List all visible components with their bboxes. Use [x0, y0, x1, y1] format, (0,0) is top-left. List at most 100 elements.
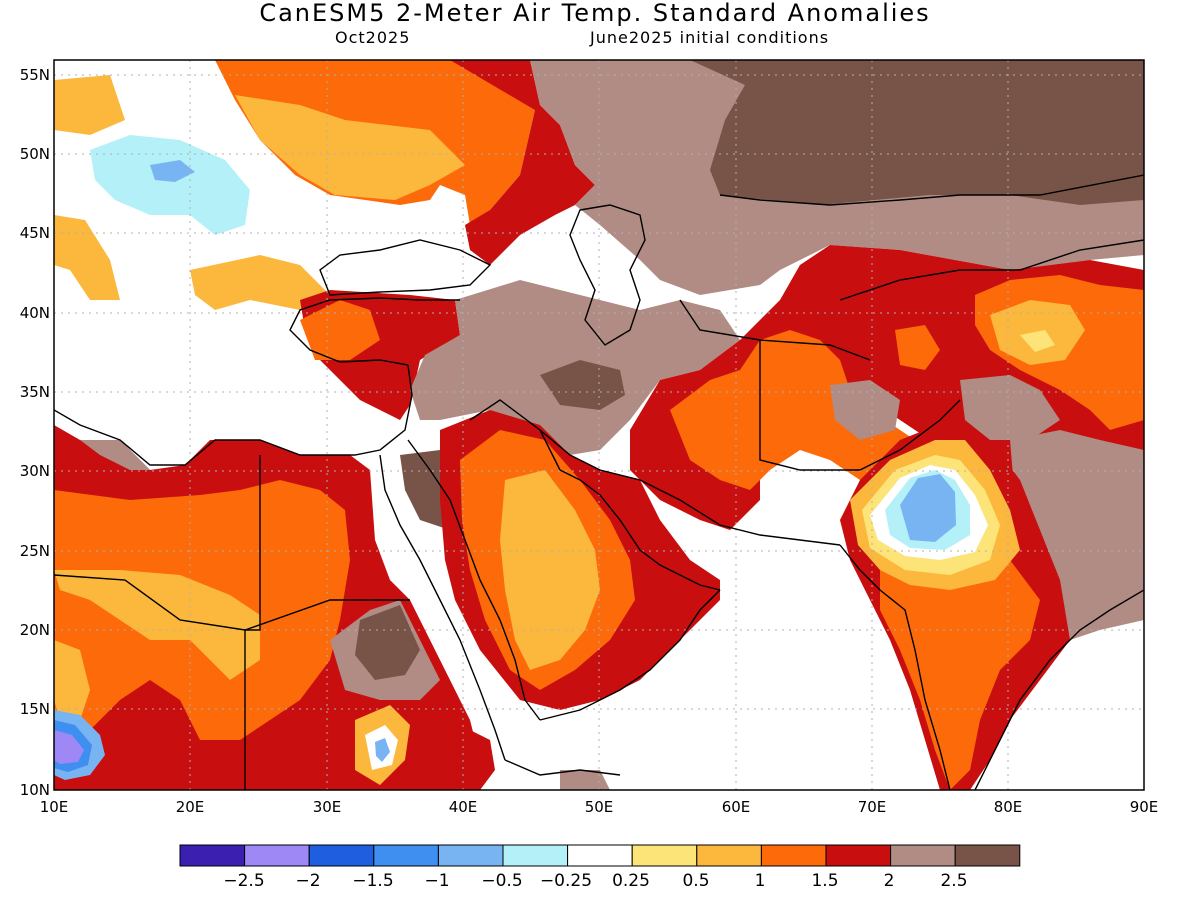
coastline-caspian: [569, 204, 646, 346]
lat-label: 40N: [20, 304, 50, 322]
lon-label: 70E: [858, 798, 887, 816]
colorbar-swatch: [954, 844, 1021, 867]
lat-label: 10N: [20, 781, 50, 799]
map-frame: [53, 59, 1145, 791]
anomaly-fields: [54, 60, 1144, 790]
coastlines: [54, 174, 1144, 790]
colorbar-label: −1: [424, 871, 449, 891]
colorbar-label: −1.5: [352, 871, 393, 891]
lon-label: 60E: [722, 798, 751, 816]
anomaly-region-himalaya-brown: [960, 375, 1060, 440]
lon-label: 30E: [313, 798, 342, 816]
anomaly-region-sahel-violet: [54, 730, 84, 764]
lat-labels: 55N 50N 45N 40N 35N 30N 25N 20N 15N 10N: [20, 66, 50, 799]
border-india-pakistan: [859, 399, 961, 471]
initial-conditions: June2025 initial conditions: [590, 28, 830, 47]
anomaly-region-turkey-orange: [300, 300, 380, 360]
coastline-india-west: [839, 544, 951, 790]
lat-label: 55N: [20, 66, 50, 84]
colorbar-label: 1: [755, 871, 766, 891]
colorbar-swatch: [890, 844, 956, 867]
border-iran-iraq: [469, 399, 561, 471]
border-kazakhstan: [719, 174, 1144, 206]
coastline-horn: [504, 759, 621, 776]
anomaly-region-india-orange: [880, 540, 1040, 790]
anomaly-region-central-europe-cooler: [150, 160, 195, 182]
border-china: [839, 239, 1144, 301]
colorbar-label: 2: [884, 871, 895, 891]
colorbar-swatch: [567, 844, 633, 867]
lat-label: 50N: [20, 145, 50, 163]
colorbar-label: −2: [295, 871, 320, 891]
border-afghanistan: [759, 340, 860, 471]
anomaly-region-sahara-yellow: [54, 570, 260, 680]
lat-label: 35N: [20, 383, 50, 401]
colorbar-swatch: [437, 844, 504, 867]
map-gridlines: [54, 60, 1144, 790]
border-sudan-egypt: [244, 455, 261, 790]
anomaly-region-balkans-yellow: [190, 255, 330, 310]
anomaly-region-italy-yellow: [54, 215, 120, 300]
anomaly-region-afghanistan-brown: [830, 380, 900, 440]
lon-label: 20E: [176, 798, 205, 816]
lat-label: 25N: [20, 542, 50, 560]
anomaly-region-arabia-yellow: [500, 470, 600, 670]
colorbar-labels: −2.5 −2 −1.5 −1 −0.5 −0.25 0.25 0.5 1 1.…: [223, 871, 967, 891]
colorbar-swatch: [502, 844, 569, 867]
lon-label: 50E: [585, 798, 614, 816]
lat-label: 30N: [20, 462, 50, 480]
coastline-turkey-south: [289, 297, 460, 366]
colorbar-swatches: [179, 844, 1021, 867]
anomaly-region-ethiopia-blue: [375, 738, 390, 762]
lat-label: 15N: [20, 700, 50, 718]
colorbar-swatch: [244, 844, 310, 867]
lon-label: 80E: [994, 798, 1023, 816]
colorbar-swatch: [308, 844, 375, 867]
anomaly-region-india-blue: [900, 474, 956, 542]
colorbar-label: 1.5: [811, 871, 838, 891]
anomaly-region-russia-red: [450, 60, 595, 265]
colorbar-label: −0.5: [481, 871, 522, 891]
colorbar-label: 0.5: [682, 871, 709, 891]
anomaly-region-central-europe-cool: [90, 135, 250, 235]
coastline-black-sea: [319, 239, 492, 296]
coastline-red-sea-west: [379, 454, 506, 761]
colorbar-swatch: [179, 844, 246, 867]
coastline-arabia-south: [539, 589, 721, 721]
lon-label: 10E: [40, 798, 69, 816]
anomaly-region-siberia-dark-brown: [690, 60, 1144, 205]
coastline-persian-gulf: [559, 469, 721, 591]
colorbar-swatch: [631, 844, 698, 867]
anomaly-region-west-europe-yellow: [54, 75, 125, 135]
anomaly-region-egypt-brown: [80, 440, 150, 470]
lat-label: 20N: [20, 621, 50, 639]
lat-label: 45N: [20, 224, 50, 242]
anomaly-region-sahel-yellow: [54, 640, 90, 720]
colorbar-label: −2.5: [223, 871, 264, 891]
colorbar-swatch: [696, 844, 762, 867]
anomaly-region-yemen-brown: [560, 770, 610, 790]
colorbar-label: 0.25: [612, 871, 650, 891]
anomaly-region-kashmir-orange: [895, 325, 940, 370]
coastline-iran-south: [539, 429, 841, 546]
lon-label: 40E: [449, 798, 478, 816]
colorbar-label: −0.25: [540, 871, 592, 891]
anomaly-region-europe-yellow: [235, 95, 465, 200]
border-north-africa: [54, 574, 410, 631]
map-title: CanESM5 2-Meter Air Temp. Standard Anoma…: [259, 0, 931, 27]
colorbar-swatch: [825, 844, 892, 867]
coastline-red-sea-east: [407, 439, 541, 721]
lon-labels: 10E 20E 30E 40E 50E 60E 70E 80E 90E: [40, 798, 1159, 816]
anomaly-region-tibet-light-yellow: [1020, 330, 1055, 352]
anomaly-region-central-asia-orange: [670, 330, 930, 490]
colorbar-swatch: [373, 844, 439, 867]
anomaly-region-horn-red: [420, 725, 495, 790]
coastline-mediterranean-south: [54, 364, 413, 466]
valid-month: Oct2025: [335, 28, 411, 47]
colorbar: −2.5 −2 −1.5 −1 −0.5 −0.25 0.25 0.5 1 1.…: [179, 844, 1021, 891]
colorbar-label: 2.5: [940, 871, 967, 891]
colorbar-swatch: [760, 844, 827, 867]
anomaly-region-iran-dark-brown: [540, 360, 625, 410]
anomaly-region-sudan-dark-brown: [355, 605, 420, 680]
